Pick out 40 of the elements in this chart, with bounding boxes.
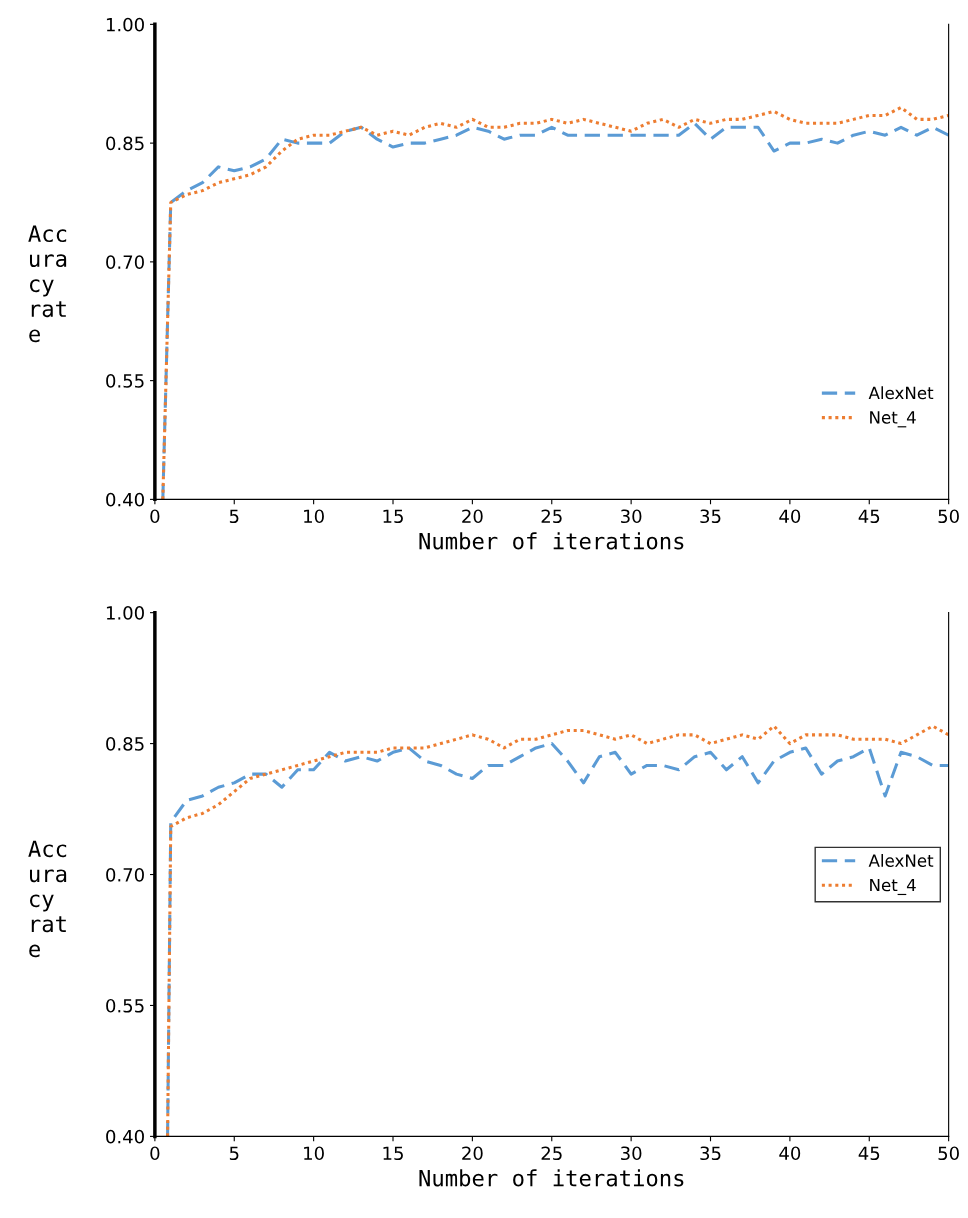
y-axis-title: Acc ura cy rat e [28,225,67,343]
x-tick-label: 45 [858,509,880,524]
x-tick-label: 5 [229,509,239,524]
y-tick-label: 0.55 [106,374,144,388]
x-tick-label: 0 [150,1146,160,1161]
x-tick-label: 20 [462,1146,483,1161]
y-tick-label: 0.70 [106,255,144,269]
x-tick-label: 15 [383,1146,403,1161]
x-tick-label: 30 [621,509,642,524]
x-tick-label: 10 [304,1146,324,1161]
x-tick-label: 0 [150,509,160,524]
x-tick-label: 45 [858,1146,880,1161]
y-tick-label: 1.00 [106,17,144,32]
x-tick-label: 40 [779,1146,801,1161]
y-axis-title: Acc ura cy rat e [28,840,67,958]
y-tick-label: 1.00 [106,606,144,620]
x-tick-label: 15 [383,509,403,524]
legend-label: AlexNet [868,386,934,400]
x-tick-label: 30 [621,1146,642,1161]
y-tick-label: 0.70 [106,867,144,882]
legend-label: AlexNet [868,854,934,867]
x-tick-label: 35 [700,509,721,524]
y-tick-label: 0.55 [106,998,144,1013]
x-tick-label: 35 [700,1146,721,1161]
x-tick-label: 25 [541,1146,562,1161]
x-axis-title: Number of iterations [419,1169,684,1187]
x-axis-title: Number of iterations [419,532,684,550]
x-tick-label: 10 [304,509,324,524]
legend-label: Net_4 [870,411,916,428]
y-tick-label: 0.85 [106,136,144,151]
legend-label: Net_4 [870,878,916,896]
x-tick-label: 25 [541,509,562,524]
y-tick-label: 0.40 [106,1129,144,1144]
x-tick-label: 40 [779,509,801,524]
y-tick-label: 0.85 [106,737,144,751]
x-tick-label: 20 [462,509,483,524]
y-tick-label: 0.40 [106,492,144,507]
x-tick-label: 50 [938,1146,959,1161]
x-tick-label: 5 [229,1146,239,1161]
x-tick-label: 50 [938,509,959,524]
